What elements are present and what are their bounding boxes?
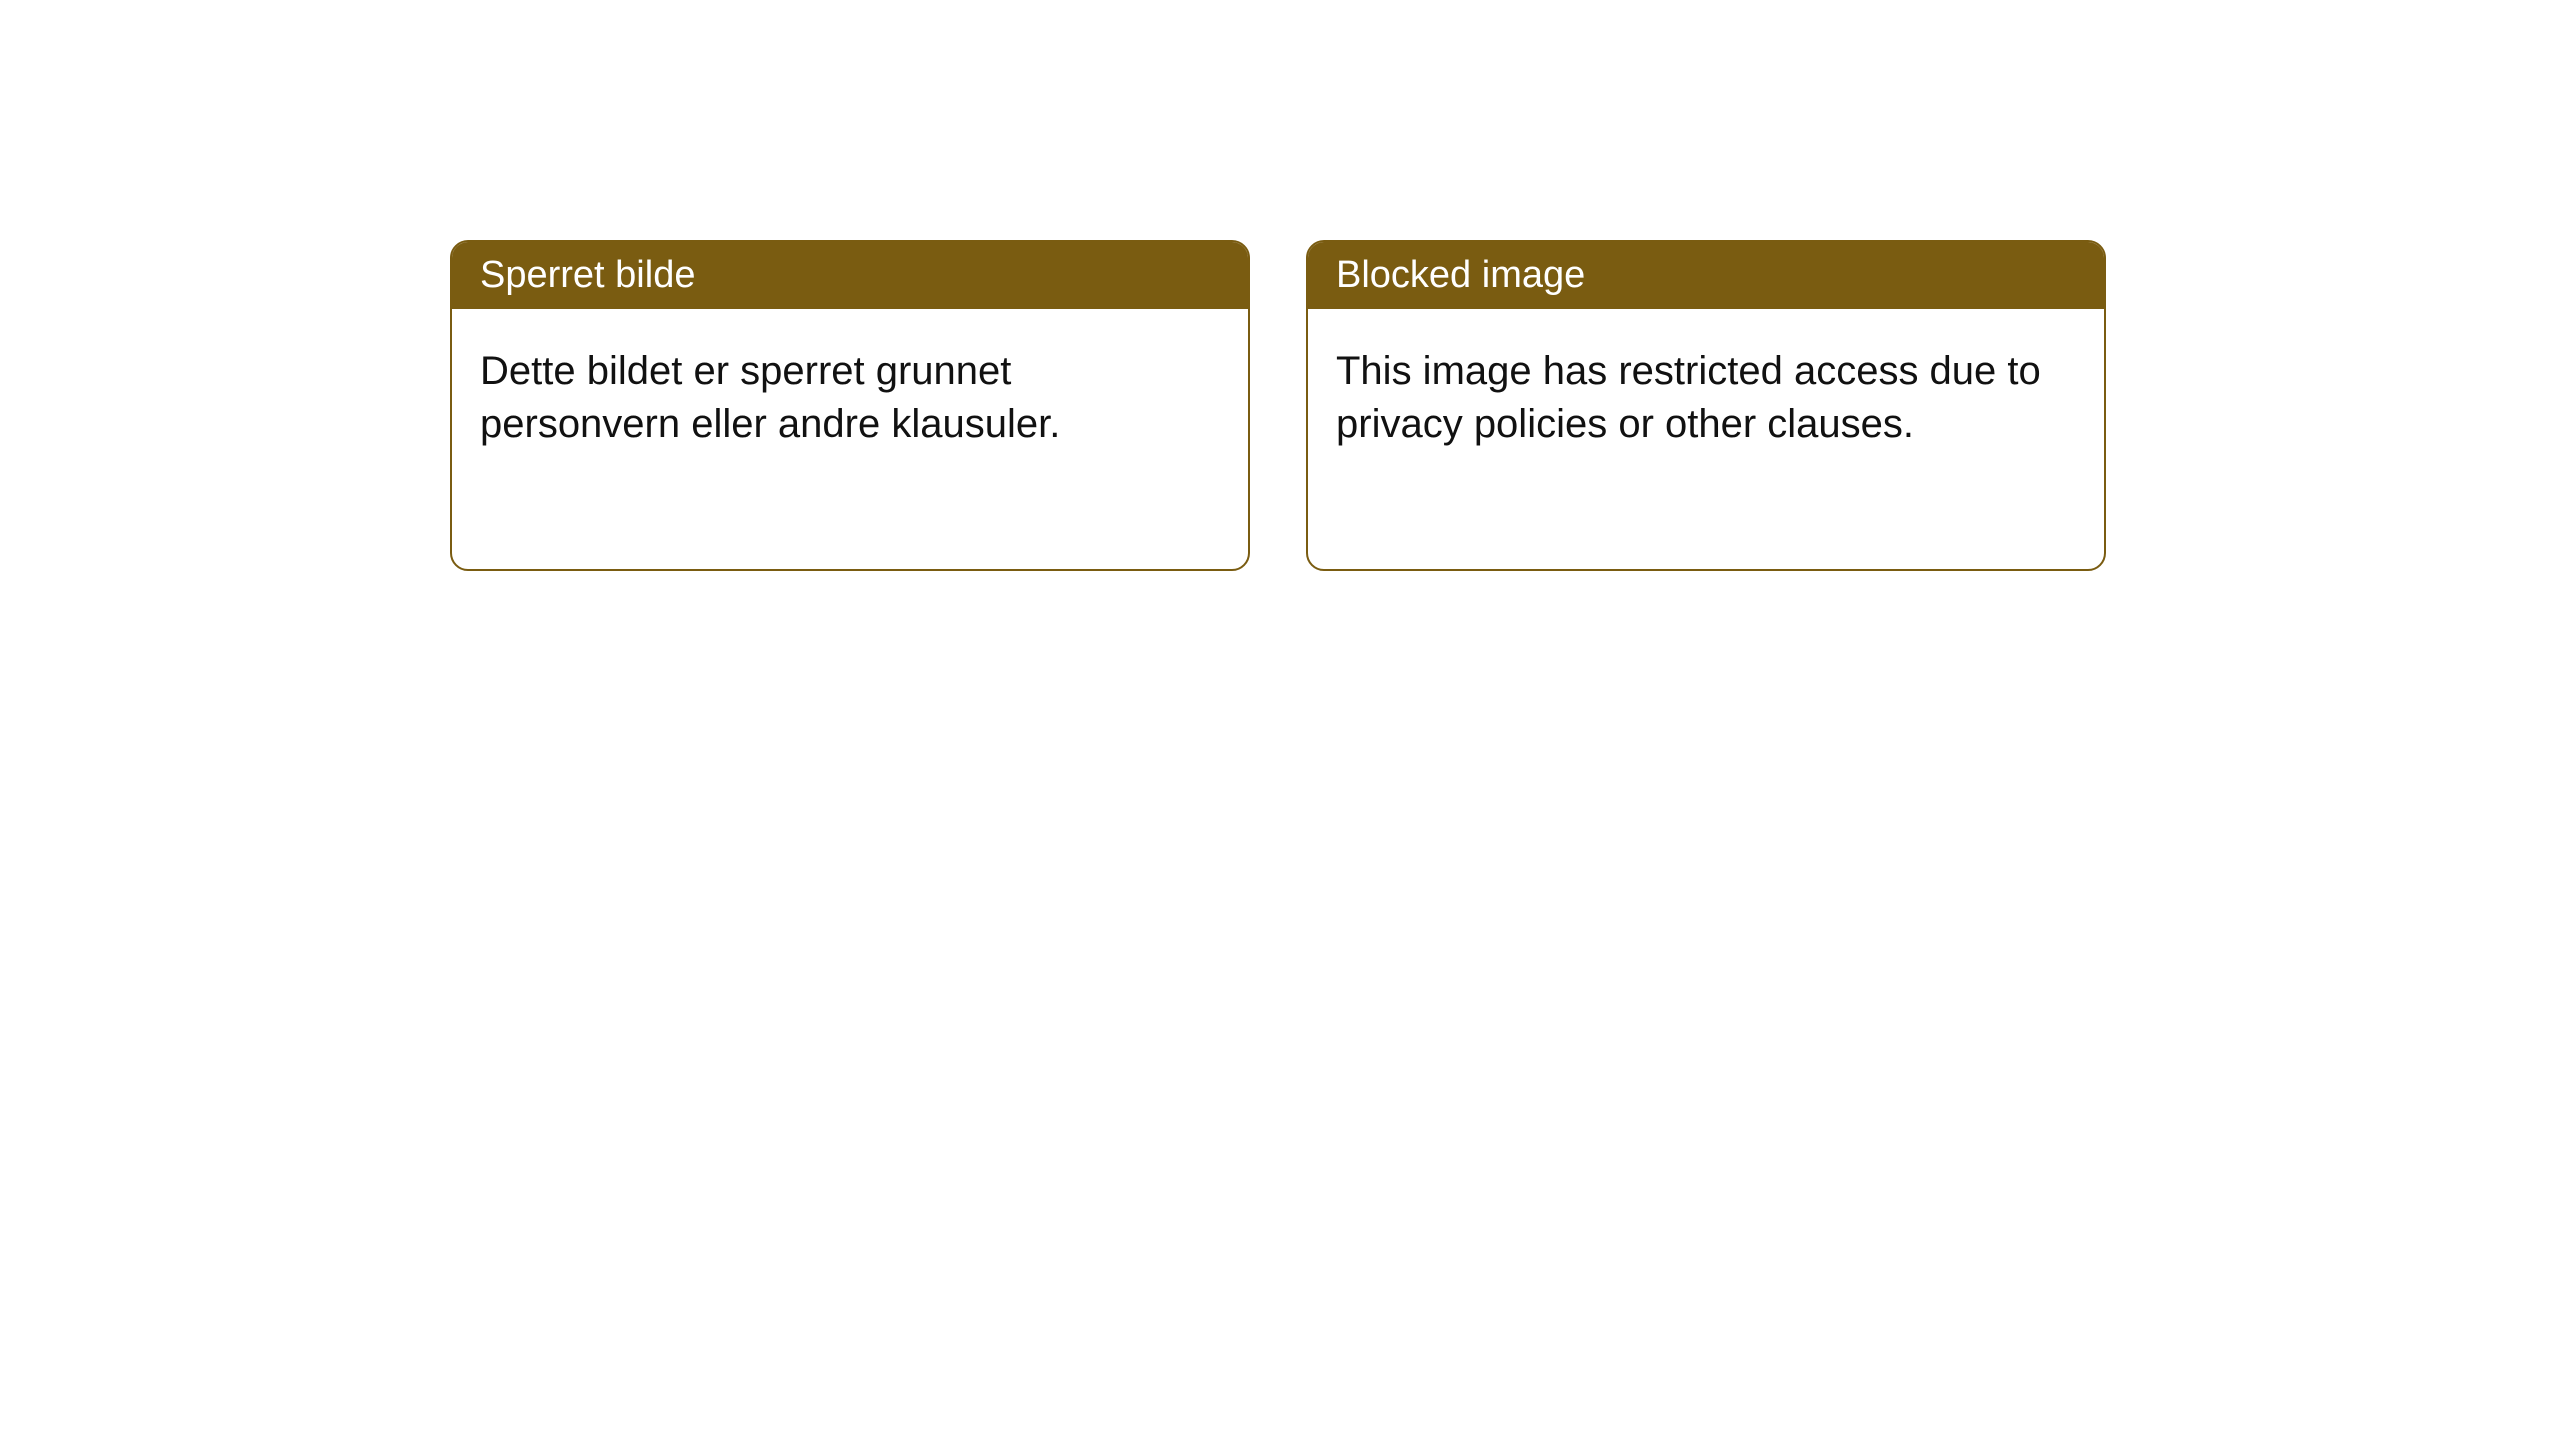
notice-body-norwegian: Dette bildet er sperret grunnet personve… <box>452 309 1248 569</box>
notice-box-norwegian: Sperret bilde Dette bildet er sperret gr… <box>450 240 1250 571</box>
notice-body-english: This image has restricted access due to … <box>1308 309 2104 569</box>
notice-container: Sperret bilde Dette bildet er sperret gr… <box>450 240 2106 571</box>
notice-header-english: Blocked image <box>1308 242 2104 309</box>
notice-header-norwegian: Sperret bilde <box>452 242 1248 309</box>
notice-box-english: Blocked image This image has restricted … <box>1306 240 2106 571</box>
